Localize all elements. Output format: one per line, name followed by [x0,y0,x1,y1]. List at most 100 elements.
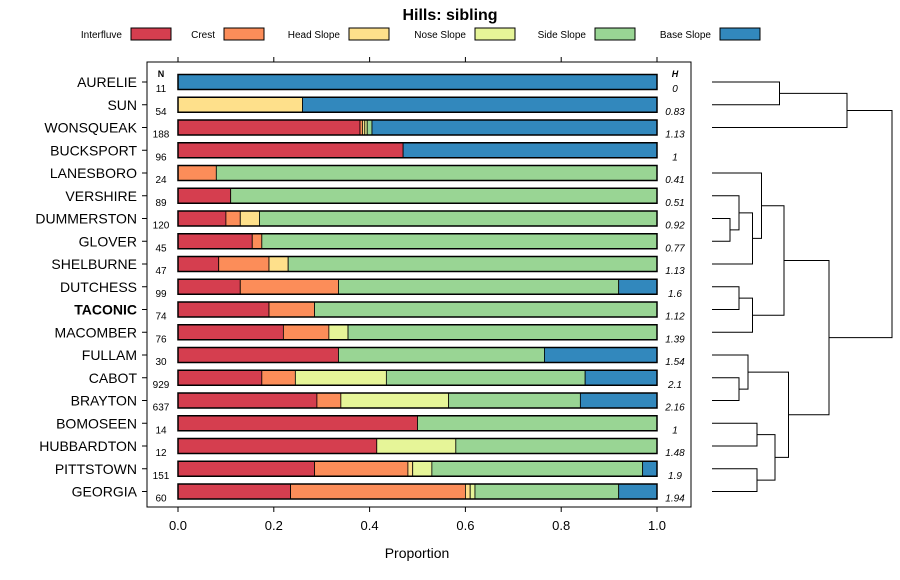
h-value: 0.77 [665,243,685,254]
bar-segment-side-slope [314,301,658,318]
bar-segment-side-slope [455,438,658,454]
bar-segment-base-slope [177,74,658,90]
h-value: 1.13 [665,266,685,277]
bar-outline [177,392,658,409]
bar-outline [177,255,658,273]
x-tick-label: 0.8 [552,518,570,533]
n-value: 12 [155,448,167,459]
bar-segment-crest [290,483,466,500]
n-value: 929 [153,380,170,391]
dendrogram-link [829,109,893,339]
n-value: 24 [155,175,167,186]
row-label-wonsqueak: WONSQUEAK [44,120,137,136]
row-label-glover: GLOVER [79,233,137,249]
h-value: 0.51 [665,198,684,209]
dendrogram-link [712,377,740,401]
h-value: 1.94 [665,494,685,505]
n-value: 76 [155,334,167,345]
n-value: 637 [153,403,170,414]
h-value: 1.6 [668,289,682,300]
row-label-bucksport: BUCKSPORT [50,142,137,158]
h-value: 0.92 [665,221,685,232]
bar-segment-nose-slope [412,460,433,477]
bar-segment-crest [251,233,263,250]
bar-segment-side-slope [474,483,620,500]
bar-segment-interfluve [177,210,227,227]
bar-outline [177,324,658,341]
bar-segment-interfluve [177,142,404,159]
row-label-macomber: MACOMBER [55,324,137,340]
row-label-bomoseen: BOMOSEEN [56,415,137,431]
bar-segment-side-slope [417,415,658,432]
h-value: 1.12 [665,312,685,323]
bar-segment-interfluve [177,415,418,432]
row-label-dutchess: DUTCHESS [60,279,137,295]
dendrogram-link [757,434,776,481]
legend-swatch-side-slope [594,27,636,41]
bar-segment-interfluve [177,301,270,318]
bar-outline [177,142,658,159]
bar-outline [177,301,658,318]
legend-swatch-nose-slope [474,27,516,41]
bar-segment-base-slope [584,369,658,386]
bar-segment-interfluve [177,369,263,386]
n-value: 188 [153,130,170,141]
bar-segment-side-slope [385,369,586,386]
bar-segment-side-slope [215,165,658,181]
legend-label-head-slope: Head Slope [288,30,341,41]
h-value: 2.1 [667,380,682,391]
legend-label-interfluve: Interfluve [81,30,123,41]
bar-segment-interfluve [177,119,361,136]
n-column-header: N [158,69,165,79]
dendrogram-link [712,195,740,231]
h-column-header: H [672,69,679,79]
h-value: 1.48 [665,448,685,459]
h-value: 0.83 [665,107,685,118]
bar-outline [177,233,658,250]
legend: Interfluve Crest Head Slope Nose Slope Side … [81,27,761,41]
bar-segment-base-slope [579,392,658,409]
bar-segment-side-slope [338,347,545,363]
bar-segment-nose-slope [469,483,476,500]
bar-outline [177,369,658,386]
h-value: 1.39 [665,334,685,345]
bar-segment-interfluve [177,233,253,250]
row-label-vershire: VERSHIRE [65,188,137,204]
bar-segment-interfluve [177,347,339,363]
bar-outline [177,187,658,204]
h-value: 1.9 [668,471,682,482]
bar-segment-base-slope [618,483,658,500]
row-label-aurelie: AURELIE [77,74,137,90]
n-value: 47 [155,266,167,277]
bar-segment-side-slope [287,256,658,272]
dendrogram-link [712,297,753,333]
dendrogram-link [712,354,749,390]
dendrogram-link [712,218,731,242]
bar-segment-head-slope [239,210,260,227]
bar-segment-head-slope [268,256,289,272]
bar-segment-side-slope [448,392,581,409]
bar-segment-nose-slope [328,324,349,341]
bar-outline [177,415,658,432]
dendrogram-link [712,212,753,265]
bar-segment-side-slope [259,210,658,227]
h-value: 0.41 [665,175,684,186]
dendrogram-link [712,286,740,310]
bar-segment-base-slope [544,347,658,363]
legend-swatch-interfluve [130,27,172,41]
bar-segment-side-slope [230,187,658,204]
bar-outline [177,73,658,91]
bar-segment-side-slope [261,233,658,250]
bar-segment-crest [261,369,296,386]
bar-segment-crest [239,278,339,295]
bar-segment-side-slope [366,119,373,136]
bar-outline [177,437,658,455]
bar-segment-crest [218,256,270,272]
bar-outline [177,483,658,500]
bar-segment-side-slope [347,324,658,341]
bar-segment-nose-slope [376,438,457,454]
bar-segment-interfluve [177,324,284,341]
row-label-lanesboro: LANESBORO [50,165,137,181]
